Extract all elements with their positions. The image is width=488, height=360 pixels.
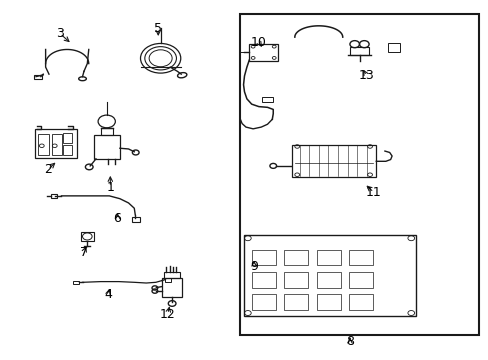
Text: 11: 11	[365, 186, 381, 199]
Bar	[63, 133, 72, 143]
Text: 6: 6	[113, 212, 121, 225]
Text: 9: 9	[250, 260, 258, 273]
Bar	[251, 294, 275, 310]
Bar	[261, 97, 273, 102]
Text: 1: 1	[106, 181, 114, 194]
Bar	[251, 249, 275, 265]
Text: 8: 8	[345, 335, 353, 348]
Bar	[316, 294, 340, 310]
Bar	[316, 249, 340, 265]
Bar	[249, 44, 278, 61]
Bar	[165, 278, 171, 282]
Text: 10: 10	[250, 36, 266, 49]
Bar	[284, 272, 307, 288]
Bar	[316, 272, 340, 288]
Bar	[34, 75, 42, 80]
Text: 5: 5	[154, 22, 162, 35]
Text: 3: 3	[56, 27, 64, 40]
Bar	[284, 294, 307, 310]
Bar	[349, 47, 368, 55]
Bar	[284, 249, 307, 265]
Text: 2: 2	[44, 163, 52, 176]
Bar	[39, 134, 49, 155]
Bar	[349, 272, 373, 288]
Bar	[349, 294, 373, 310]
Bar	[93, 135, 120, 159]
Bar	[251, 272, 275, 288]
Bar	[52, 134, 62, 155]
Bar	[387, 44, 399, 52]
Bar	[243, 235, 415, 316]
Bar	[292, 145, 376, 177]
Bar	[239, 14, 478, 335]
Bar	[162, 278, 182, 297]
Bar	[63, 145, 72, 154]
Bar	[51, 194, 57, 198]
Bar	[101, 128, 112, 135]
Bar	[81, 231, 94, 242]
Bar	[349, 249, 373, 265]
Bar	[73, 280, 79, 284]
Bar	[35, 129, 77, 158]
Text: 7: 7	[80, 246, 88, 259]
Bar	[132, 217, 139, 222]
Text: 13: 13	[358, 69, 374, 82]
Text: 4: 4	[104, 288, 112, 301]
Text: 12: 12	[160, 307, 175, 320]
Bar	[164, 272, 180, 278]
